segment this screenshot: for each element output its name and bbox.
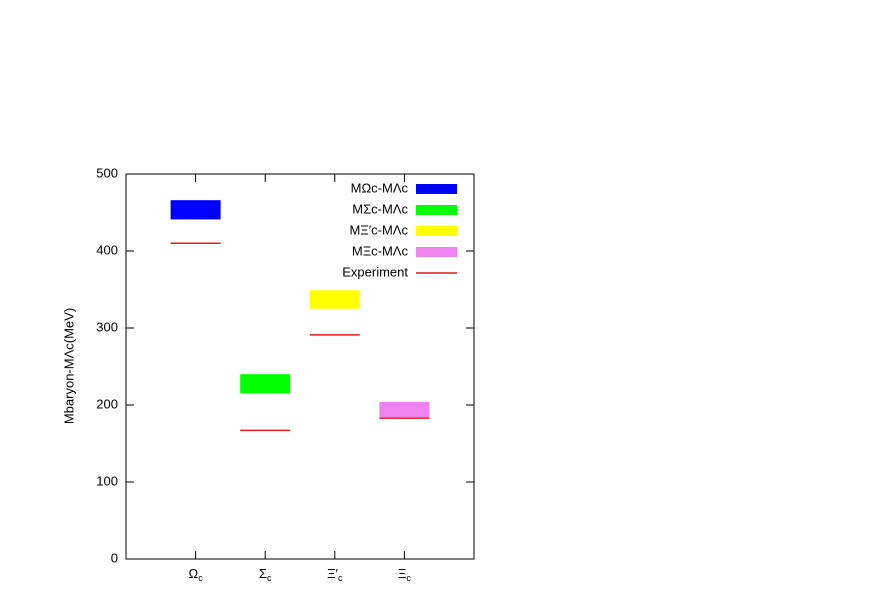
category-name: Ξ′ [327,566,338,581]
x-tick-label: Ξ′c [327,566,343,583]
legend-swatch [416,226,457,236]
legend-label: Experiment [342,264,408,279]
category-subscript: c [198,573,203,583]
category-subscript: c [338,573,343,583]
range-bar [240,374,291,394]
y-tick-label: 200 [96,396,118,411]
plot-frame [125,173,475,560]
range-bar [309,290,360,309]
y-axis-label: Mbaryon-MΛc(MeV) [61,308,76,424]
y-tick-label: 400 [96,242,118,257]
legend-swatch [416,184,457,194]
category-name: Ω [188,566,198,581]
category-subscript: c [267,573,272,583]
y-tick-label: 100 [96,473,118,488]
y-tick-label: 500 [96,165,118,180]
y-tick-label: 0 [111,550,118,565]
x-tick-label: Ωc [188,566,203,583]
category-name: Σ [259,566,267,581]
x-tick-label: Σc [259,566,272,583]
legend-swatch [416,205,457,215]
legend-label: MΞ′c-MΛc [349,222,408,237]
range-bar [379,401,430,418]
x-tick-label: Ξc [398,566,411,583]
legend-label: MΞc-MΛc [352,243,409,258]
category-subscript: c [406,573,411,583]
range-bar [170,200,221,220]
category-name: Ξ [398,566,406,581]
legend-label: MΣc-MΛc [352,201,408,216]
y-tick-label: 300 [96,319,118,334]
legend-label: MΩc-MΛc [351,180,409,195]
legend-swatch [416,247,457,257]
